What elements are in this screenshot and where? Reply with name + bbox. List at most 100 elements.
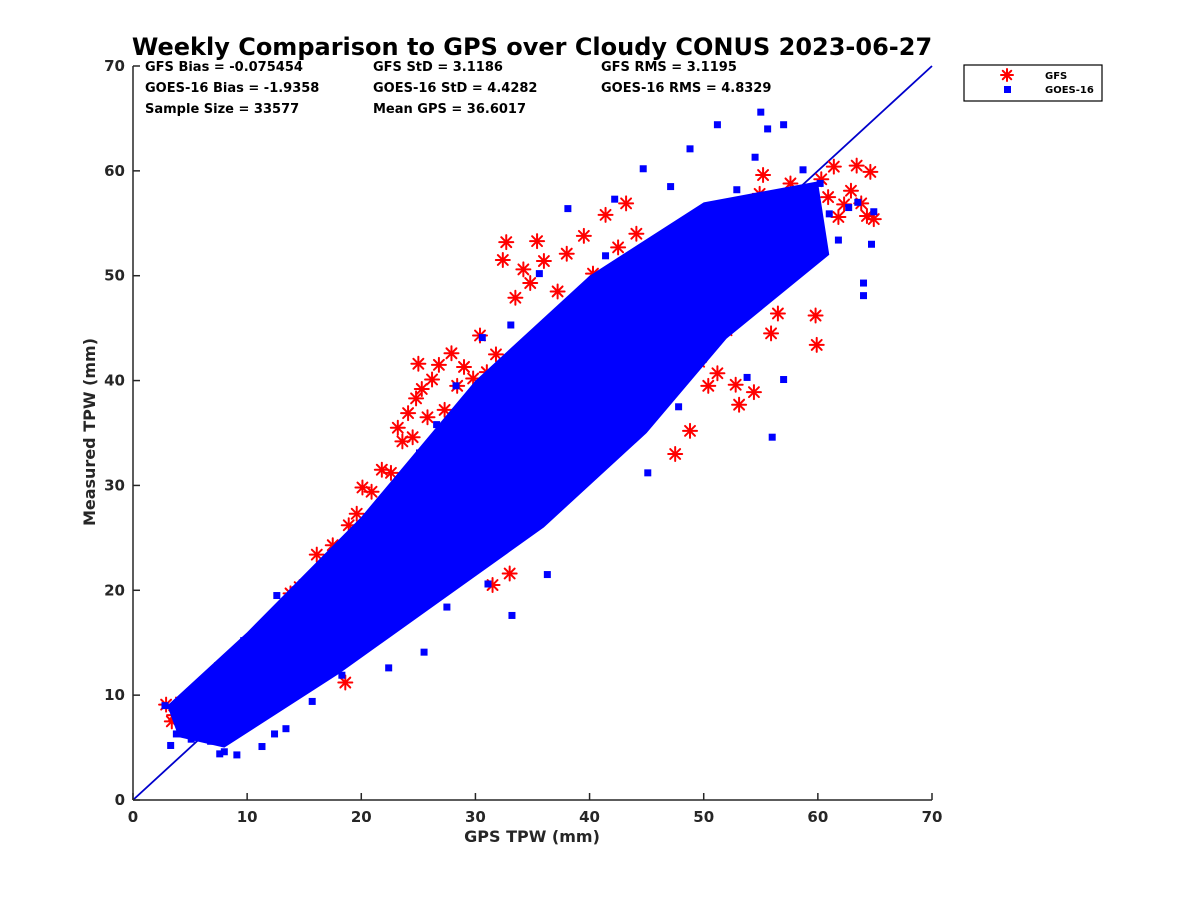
x-tick-label: 40 bbox=[579, 808, 600, 826]
stat-mean-gps: Mean GPS = 36.6017 bbox=[373, 102, 526, 117]
y-tick-label: 10 bbox=[104, 686, 125, 704]
goes16-point bbox=[508, 611, 516, 619]
x-tick-label: 70 bbox=[922, 808, 943, 826]
goes16-point bbox=[258, 743, 266, 751]
goes16-point bbox=[484, 580, 492, 588]
gfs-point bbox=[456, 358, 473, 375]
goes16-point bbox=[639, 165, 647, 173]
y-tick-label: 0 bbox=[115, 791, 125, 809]
goes16-series bbox=[161, 108, 878, 759]
gfs-point bbox=[522, 275, 539, 292]
goes16-point bbox=[167, 741, 175, 749]
gfs-point bbox=[408, 390, 425, 407]
stat-gfs-rms: GFS RMS = 3.1195 bbox=[601, 60, 737, 75]
gfs-point bbox=[507, 289, 524, 306]
gfs-point bbox=[430, 356, 447, 373]
y-axis-ticks: 0 10 20 30 40 50 60 70 bbox=[104, 57, 140, 809]
gfs-point bbox=[807, 307, 824, 324]
gfs-point bbox=[424, 371, 441, 388]
y-tick-label: 40 bbox=[104, 372, 125, 390]
gfs-point bbox=[549, 283, 566, 300]
goes16-point bbox=[768, 433, 776, 441]
goes16-point bbox=[564, 205, 572, 213]
x-axis-ticks: 0 10 20 30 40 50 60 70 bbox=[128, 793, 943, 826]
goes16-point bbox=[338, 671, 346, 679]
x-axis-label: GPS TPW (mm) bbox=[464, 827, 600, 846]
goes16-point bbox=[860, 292, 868, 300]
gfs-point bbox=[731, 396, 748, 413]
goes16-density-region bbox=[167, 181, 830, 748]
gfs-point bbox=[363, 483, 380, 500]
stat-goes16-std: GOES-16 StD = 4.4282 bbox=[373, 81, 537, 96]
legend: GFS GOES-16 bbox=[963, 64, 1103, 102]
gfs-point bbox=[745, 384, 762, 401]
y-tick-label: 60 bbox=[104, 162, 125, 180]
gfs-point bbox=[842, 182, 859, 199]
legend-gfs-asterisk bbox=[1000, 68, 1014, 82]
gfs-point bbox=[848, 157, 865, 174]
x-tick-label: 0 bbox=[128, 808, 138, 826]
goes16-point bbox=[834, 236, 842, 244]
goes16-point bbox=[825, 210, 833, 218]
legend-goes16-label: GOES-16 bbox=[1045, 85, 1094, 96]
gfs-point bbox=[308, 546, 325, 563]
goes16-point bbox=[868, 240, 876, 248]
x-tick-label: 10 bbox=[237, 808, 258, 826]
stat-gfs-bias: GFS Bias = -0.075454 bbox=[145, 60, 303, 75]
legend-gfs-label: GFS bbox=[1045, 71, 1067, 82]
x-tick-label: 20 bbox=[351, 808, 372, 826]
goes16-point bbox=[860, 279, 868, 287]
gfs-point bbox=[618, 195, 635, 212]
stat-goes16-rms: GOES-16 RMS = 4.8329 bbox=[601, 81, 771, 96]
gfs-point bbox=[727, 376, 744, 393]
gfs-point bbox=[808, 336, 825, 353]
gfs-point bbox=[628, 225, 645, 242]
gfs-point bbox=[382, 464, 399, 481]
gfs-point bbox=[830, 208, 847, 225]
gfs-point bbox=[535, 253, 552, 270]
goes16-point bbox=[478, 334, 486, 342]
goes16-point bbox=[845, 204, 853, 212]
goes16-point bbox=[686, 145, 694, 153]
goes16-dense-cloud bbox=[167, 181, 830, 748]
goes16-point bbox=[602, 252, 610, 260]
y-tick-label: 30 bbox=[104, 476, 125, 494]
goes16-point bbox=[764, 125, 772, 133]
y-tick-label: 20 bbox=[104, 581, 125, 599]
gfs-point bbox=[755, 167, 772, 184]
gfs-point bbox=[700, 377, 717, 394]
gfs-point bbox=[667, 445, 684, 462]
goes16-point bbox=[799, 166, 807, 174]
gfs-point bbox=[610, 239, 627, 256]
goes16-point bbox=[713, 121, 721, 129]
gfs-point bbox=[597, 206, 614, 223]
gfs-point bbox=[501, 565, 518, 582]
goes16-point bbox=[816, 179, 824, 187]
gfs-point bbox=[413, 380, 430, 397]
goes16-point bbox=[172, 730, 180, 738]
goes16-point bbox=[308, 697, 316, 705]
gfs-point bbox=[515, 261, 532, 278]
goes16-point bbox=[751, 153, 759, 161]
legend-goes16-square bbox=[1004, 86, 1011, 93]
goes16-point bbox=[420, 648, 428, 656]
gfs-point bbox=[410, 355, 427, 372]
gfs-point bbox=[498, 234, 515, 251]
gfs-point bbox=[682, 422, 699, 439]
gfs-point bbox=[443, 345, 460, 362]
goes16-point bbox=[667, 183, 675, 191]
goes16-point bbox=[870, 208, 878, 216]
goes16-point bbox=[675, 403, 683, 411]
goes16-point bbox=[233, 751, 241, 759]
gfs-point bbox=[389, 419, 406, 436]
gfs-point bbox=[709, 365, 726, 382]
goes16-point bbox=[433, 421, 441, 429]
gfs-point bbox=[419, 409, 436, 426]
y-tick-label: 50 bbox=[104, 267, 125, 285]
gfs-point bbox=[400, 405, 417, 422]
goes16-point bbox=[535, 270, 543, 278]
goes16-point bbox=[543, 571, 551, 579]
goes16-point bbox=[220, 748, 228, 756]
gfs-point bbox=[529, 233, 546, 250]
